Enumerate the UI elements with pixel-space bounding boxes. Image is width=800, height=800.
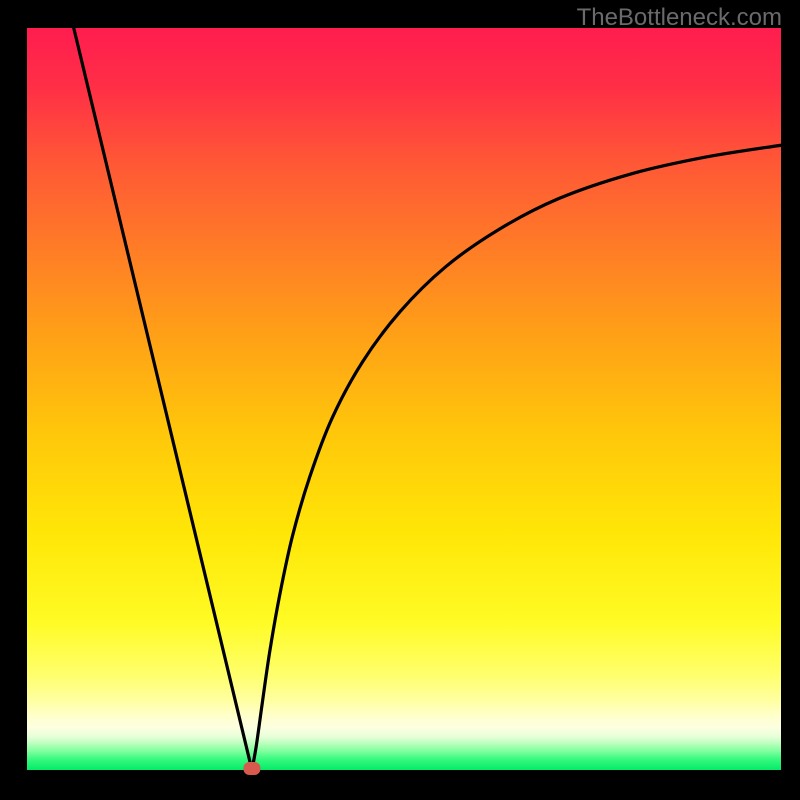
chart-container: TheBottleneck.com <box>0 0 800 800</box>
bottleneck-chart <box>0 0 800 800</box>
minimum-marker <box>243 762 260 775</box>
chart-background <box>27 28 781 770</box>
watermark-text: TheBottleneck.com <box>577 4 782 32</box>
